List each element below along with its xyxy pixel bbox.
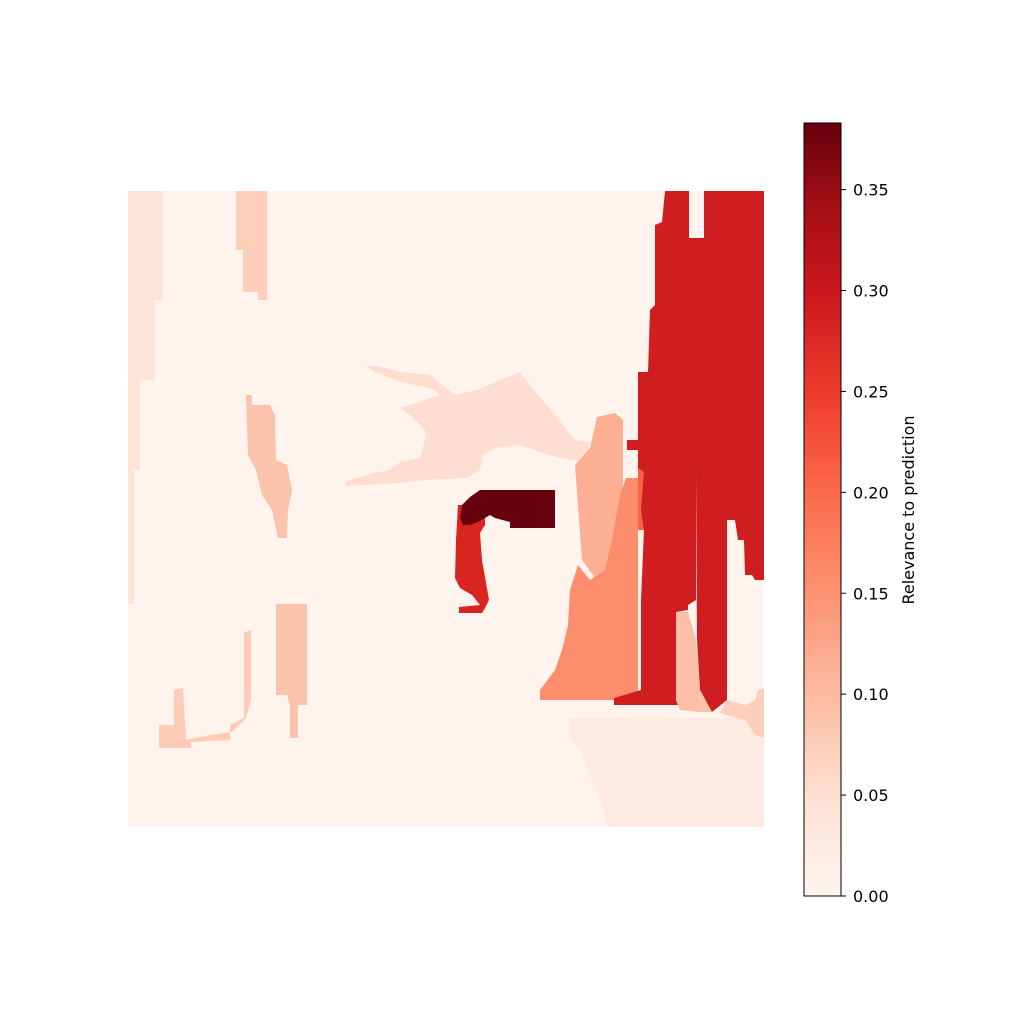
- heatmap-region-right-red-main: [614, 191, 696, 705]
- heatmap-region-right-red-far: [689, 191, 764, 712]
- heatmap-region-right-mid-orange: [540, 478, 638, 700]
- colorbar-tick-label: 0.25: [853, 382, 889, 401]
- heatmap-region-center-red-hook: [455, 505, 489, 613]
- heatmap-region-lower-left-shape: [159, 630, 251, 748]
- heatmap-region-center-dark-bar: [460, 490, 555, 528]
- heatmap: [128, 191, 764, 827]
- colorbar-tick-label: 0.20: [853, 483, 889, 502]
- colorbar-label: Relevance to prediction: [899, 415, 918, 604]
- heatmap-region-left-strip: [128, 191, 163, 604]
- colorbar-ticks: 0.00 0.05 0.10 0.15 0.20 0.25 0.30 0.35: [841, 181, 889, 906]
- colorbar-tick-label: 0.15: [853, 584, 889, 603]
- heatmap-region-center-right-light: [575, 413, 623, 578]
- colorbar-tick-label: 0.05: [853, 786, 889, 805]
- heatmap-region-bottom-right-pale: [569, 718, 764, 827]
- heatmap-region-right-edge-light: [720, 688, 764, 738]
- heatmap-region-center-wing: [346, 366, 590, 486]
- colorbar-tick-label: 0.35: [853, 181, 889, 200]
- colorbar-tick-label: 0.10: [853, 685, 889, 704]
- colorbar-tick-label: 0.30: [853, 282, 889, 301]
- heatmap-region-upper-left-streak: [236, 191, 267, 300]
- heatmap-region-left-mid-streak: [246, 395, 292, 538]
- colorbar-gradient: [803, 122, 842, 897]
- heatmap-region-right-light-strip: [676, 612, 712, 712]
- heatmap-region-lower-left-strip: [276, 604, 307, 738]
- colorbar: 0.00 0.05 0.10 0.15 0.20 0.25 0.30 0.35 Relevan…: [803, 122, 918, 906]
- colorbar-tick-label: 0.00: [853, 887, 889, 906]
